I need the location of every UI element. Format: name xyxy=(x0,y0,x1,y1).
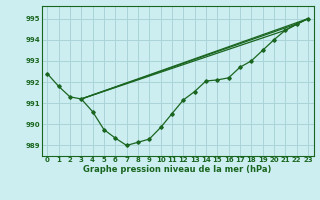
X-axis label: Graphe pression niveau de la mer (hPa): Graphe pression niveau de la mer (hPa) xyxy=(84,165,272,174)
